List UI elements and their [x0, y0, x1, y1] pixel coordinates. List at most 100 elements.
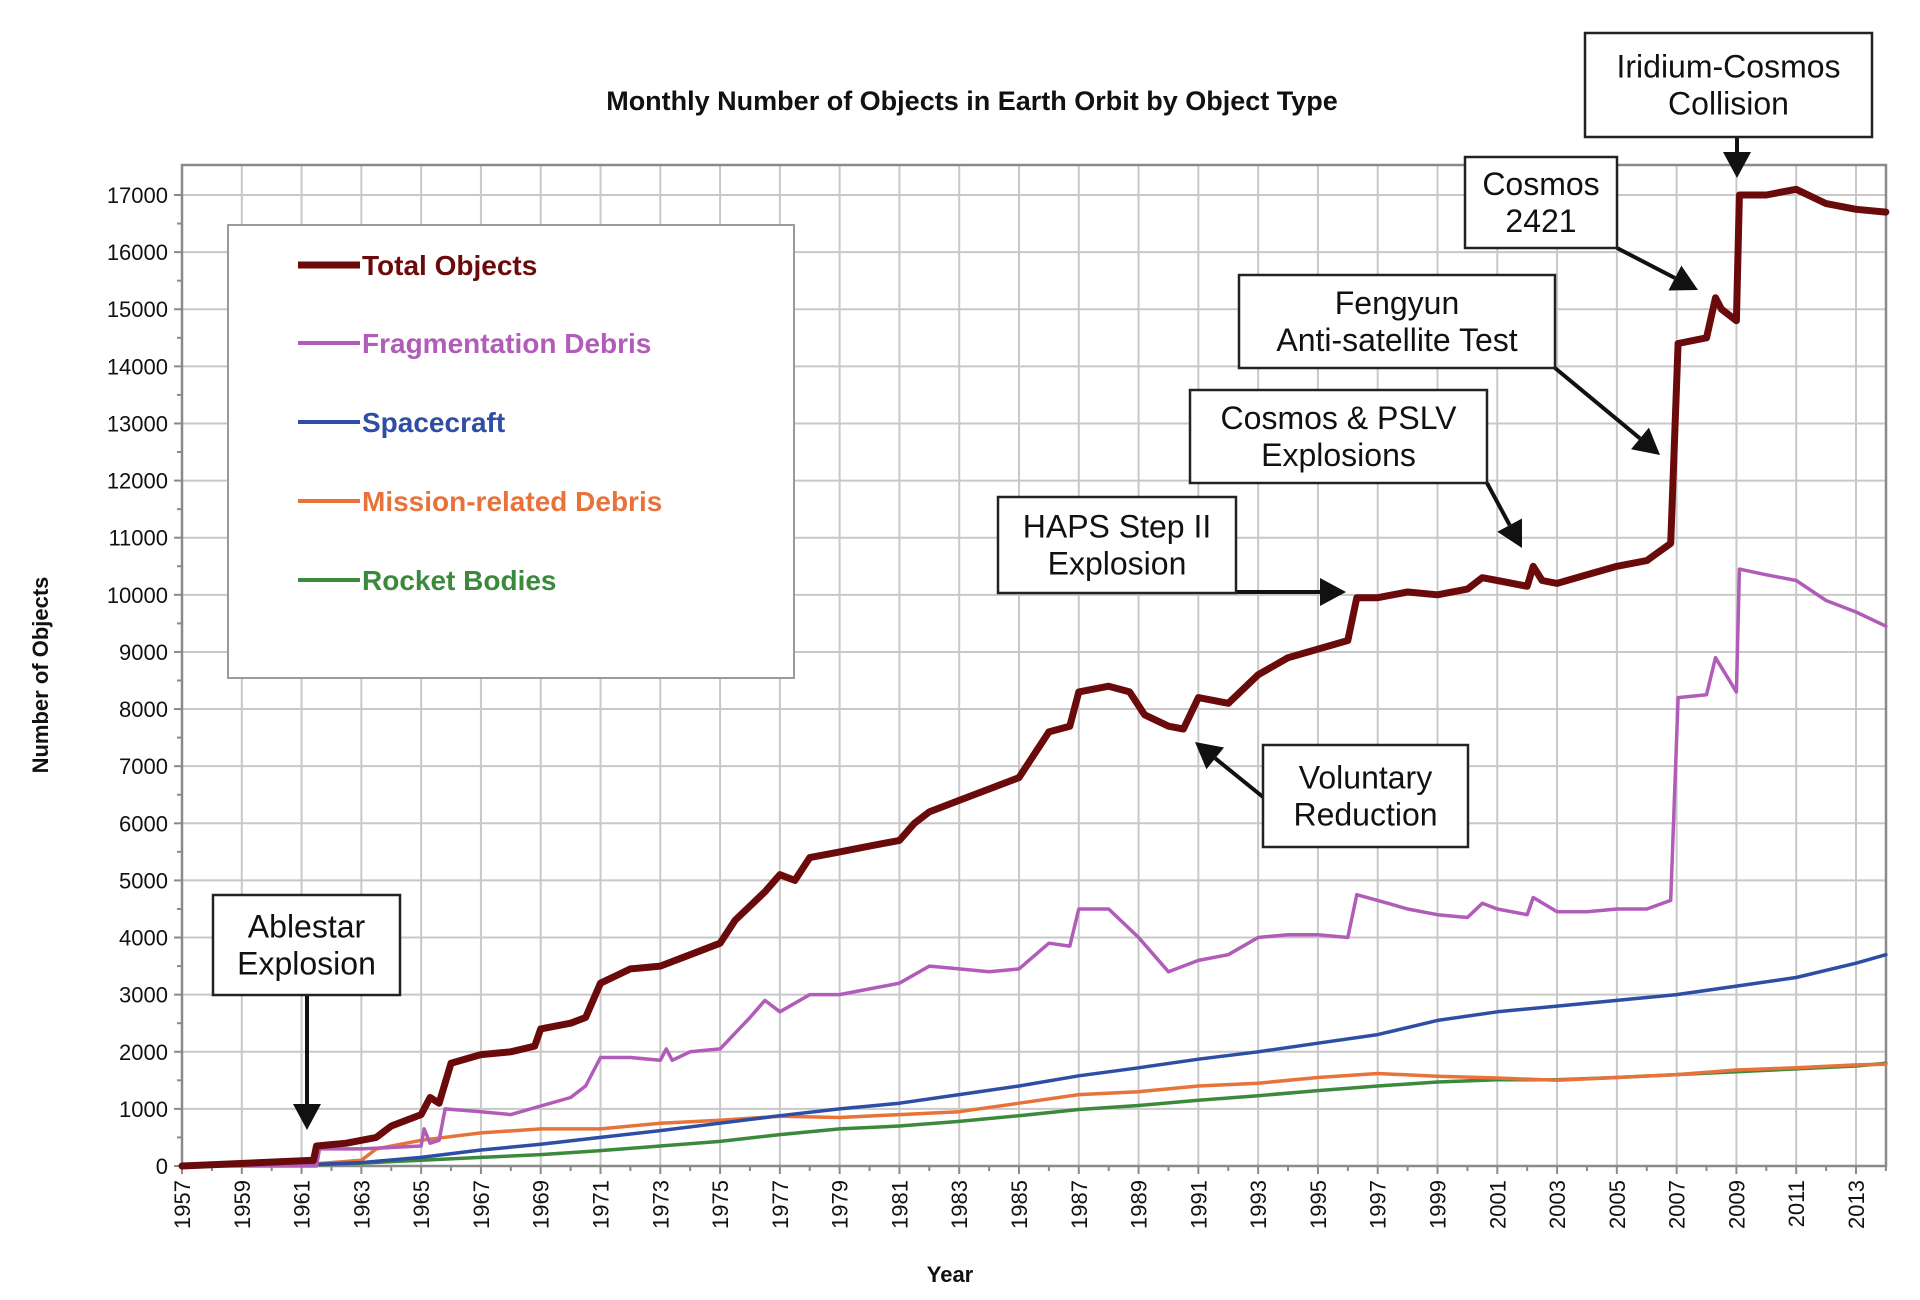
legend-item: Fragmentation Debris — [298, 328, 651, 359]
annotation-arrow — [1553, 366, 1642, 440]
x-tick-label: 1957 — [170, 1180, 195, 1229]
x-tick-label: 2003 — [1545, 1180, 1570, 1229]
legend-label: Fragmentation Debris — [362, 328, 651, 359]
legend-box — [227, 224, 795, 679]
series-line-mission-related-debris — [180, 1062, 1888, 1168]
x-tick-label: 1963 — [349, 1180, 374, 1229]
y-tick-label: 0 — [156, 1154, 168, 1179]
annotation-box — [1188, 388, 1489, 485]
series-line-rocket-bodies — [180, 1061, 1888, 1168]
legend-item: Rocket Bodies — [298, 565, 557, 596]
annotation-box — [211, 893, 402, 997]
annotation-text: Explosions — [1261, 437, 1416, 473]
x-tick-label: 1965 — [409, 1180, 434, 1229]
y-tick-label: 14000 — [107, 354, 168, 379]
arrowhead-icon — [293, 1104, 321, 1130]
annotation-text: Cosmos — [1482, 166, 1599, 202]
arrowhead-icon — [1668, 265, 1698, 291]
x-axis-label: Year — [927, 1262, 974, 1287]
y-tick-label: 3000 — [119, 983, 168, 1008]
x-tick-label: 2007 — [1665, 1180, 1690, 1229]
x-tick-label: 1991 — [1186, 1180, 1211, 1229]
annotation-box — [996, 495, 1238, 595]
y-tick-label: 11000 — [108, 526, 168, 551]
annotation-box — [1583, 31, 1874, 139]
y-tick-label: 15000 — [107, 297, 168, 322]
annotation-text: Collision — [1668, 86, 1789, 122]
x-tick-label: 1987 — [1067, 1180, 1092, 1229]
annotation-text: Reduction — [1293, 797, 1437, 833]
annotation-text: Ablestar — [248, 909, 366, 945]
y-tick-label: 7000 — [119, 754, 168, 779]
x-tick-label: 1997 — [1366, 1180, 1391, 1229]
series-line-fragmentation-debris — [180, 567, 1888, 1168]
x-tick-label: 1989 — [1127, 1180, 1152, 1229]
annotation-text: 2421 — [1505, 203, 1576, 239]
annotation-arrow — [1485, 482, 1512, 527]
y-tick-label: 4000 — [119, 926, 168, 951]
annotation-text: Explosion — [1048, 546, 1187, 582]
annotation-text: Cosmos & PSLV — [1221, 400, 1458, 436]
legend-label: Spacecraft — [362, 407, 505, 438]
x-tick-label: 1971 — [589, 1180, 614, 1229]
y-tick-label: 12000 — [107, 469, 168, 494]
arrowhead-icon — [1320, 578, 1346, 606]
series-line-total-objects — [178, 185, 1890, 1170]
x-tick-label: 1981 — [887, 1180, 912, 1229]
legend-item: Spacecraft — [298, 407, 505, 438]
y-tick-label: 8000 — [119, 697, 168, 722]
annotation-box — [1463, 155, 1619, 250]
y-tick-label: 13000 — [107, 411, 168, 436]
x-tick-label: 2001 — [1485, 1180, 1510, 1229]
annotation-box — [1261, 743, 1470, 849]
y-tick-label: 5000 — [119, 868, 168, 893]
arrowhead-icon — [1497, 518, 1522, 548]
y-tick-label: 6000 — [119, 811, 168, 836]
x-tick-label: 1975 — [708, 1180, 733, 1229]
annotation-box — [1237, 273, 1557, 370]
arrowhead-icon — [1723, 152, 1751, 178]
x-tick-label: 1967 — [469, 1180, 494, 1229]
x-tick-label: 1959 — [230, 1180, 255, 1229]
series-line-spacecraft — [180, 952, 1888, 1168]
annotation-text: Iridium-Cosmos — [1616, 49, 1840, 85]
legend-item: Total Objects — [298, 250, 537, 281]
x-tick-label: 1985 — [1007, 1180, 1032, 1229]
annotation-text: Explosion — [237, 946, 376, 982]
x-tick-label: 1993 — [1246, 1180, 1271, 1229]
legend-item: Mission-related Debris — [298, 486, 662, 517]
x-tick-label: 2013 — [1844, 1180, 1869, 1229]
legend-label: Total Objects — [362, 250, 537, 281]
arrowhead-icon — [1631, 427, 1660, 455]
y-tick-label: 10000 — [107, 583, 168, 608]
annotation-text: HAPS Step II — [1023, 509, 1212, 545]
annotation-arrow — [1213, 756, 1265, 799]
annotation-text: Voluntary — [1299, 760, 1432, 796]
x-tick-label: 1979 — [828, 1180, 853, 1229]
chart-title: Monthly Number of Objects in Earth Orbit… — [606, 86, 1338, 116]
annotation-text: Fengyun — [1335, 285, 1460, 321]
y-tick-label: 17000 — [107, 183, 168, 208]
legend-label: Mission-related Debris — [362, 486, 662, 517]
legend: Total Objects Fragmentation Debris Spacecr… — [227, 224, 795, 679]
x-tick-label: 1969 — [529, 1180, 554, 1229]
y-tick-label: 16000 — [107, 240, 168, 265]
y-tick-label: 9000 — [119, 640, 168, 665]
y-axis-label: Number of Objects — [28, 577, 53, 774]
y-tick-label: 2000 — [119, 1040, 168, 1065]
legend-label: Rocket Bodies — [362, 565, 557, 596]
plot-frame — [180, 163, 1888, 1168]
x-tick-label: 1983 — [947, 1180, 972, 1229]
annotation-text: Anti-satellite Test — [1276, 322, 1517, 358]
annotation-arrow — [1616, 246, 1676, 280]
arrowhead-icon — [1195, 742, 1225, 770]
x-tick-label: 1995 — [1306, 1180, 1331, 1229]
